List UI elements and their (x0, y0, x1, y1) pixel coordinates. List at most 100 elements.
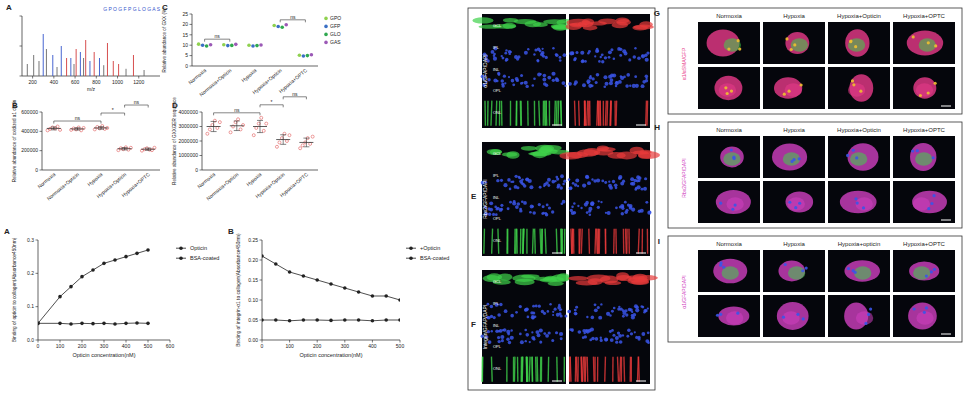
stain-signal (557, 186, 560, 189)
stain-signal (575, 357, 577, 382)
stain-signal (537, 47, 541, 51)
replicate-dot (265, 122, 268, 125)
stain-signal (558, 312, 561, 315)
stain-signal (617, 47, 621, 51)
x-axis (202, 170, 318, 171)
y-tick (190, 34, 193, 35)
stain-signal (862, 206, 865, 209)
data-point (146, 322, 150, 326)
stain-signal (499, 329, 503, 333)
stain-signal (600, 303, 602, 305)
stain-signal (500, 179, 503, 182)
comparison-bracket (280, 20, 305, 23)
stain-signal (514, 175, 517, 178)
panel-letter: I (658, 237, 660, 246)
stain-signal (555, 176, 558, 179)
micrograph (482, 14, 566, 128)
stain-signal (574, 309, 577, 312)
stain-signal (788, 266, 805, 279)
y-tick (36, 340, 39, 341)
stain-signal (555, 54, 558, 57)
stain-signal (644, 309, 647, 312)
stain-signal (588, 229, 590, 254)
stain-signal (726, 92, 729, 95)
layer-label: IPL (493, 45, 500, 50)
stain-signal (599, 101, 601, 126)
legend-label: GPO (330, 15, 341, 21)
stain-signal (558, 304, 561, 307)
dot (222, 43, 226, 47)
stain-signal (526, 357, 528, 382)
error-bar (280, 135, 286, 145)
peak (70, 58, 71, 76)
stain-signal (524, 51, 528, 55)
stain-signal (784, 263, 787, 266)
comparison-bracket (214, 113, 260, 116)
stain-signal (601, 60, 604, 63)
y-tick-label: 15 (182, 32, 188, 38)
stain-signal (785, 192, 813, 213)
stain-signal (527, 48, 529, 50)
stain-signal (626, 73, 630, 77)
x-label: Opticin concentration(nM) (300, 352, 363, 358)
stain-signal (484, 101, 486, 126)
stain-signal (544, 101, 546, 126)
stain-signal (575, 178, 579, 182)
panel-letter: F (471, 320, 476, 329)
stain-signal (519, 305, 522, 308)
peak (83, 58, 84, 76)
stain-signal (517, 357, 519, 382)
micrograph (698, 295, 760, 337)
y-tick (200, 126, 203, 127)
dot (272, 24, 276, 28)
stain-signal (912, 35, 915, 38)
stain-signal (631, 315, 635, 319)
stain-signal (549, 303, 551, 305)
stain-signal (521, 146, 537, 151)
stain-signal (852, 149, 855, 152)
stain-signal (554, 101, 556, 126)
stain-signal (542, 48, 544, 50)
dot (280, 26, 284, 30)
stain-signal (621, 212, 624, 215)
stain-signal (627, 278, 649, 285)
data-point (384, 294, 388, 298)
stain-signal (788, 197, 805, 210)
stain-signal (719, 83, 736, 96)
dot-plot-panel: 0200000400000600000NormoxiaNormoxia+Opti… (12, 99, 160, 202)
stain-signal (569, 357, 571, 382)
stain-signal (913, 266, 930, 279)
replicate-dot (208, 128, 211, 131)
layer-label: GCL (493, 279, 502, 284)
layer-label: ONL (493, 238, 502, 243)
stain-signal (909, 262, 939, 281)
stain-signal (798, 157, 801, 160)
stain-signal (600, 339, 603, 342)
peak (89, 61, 90, 76)
stain-signal (726, 197, 743, 210)
stain-signal (524, 308, 527, 311)
stain-signal (497, 340, 500, 343)
stain-signal (508, 76, 510, 78)
stain-signal (615, 85, 618, 88)
stain-signal (527, 357, 529, 382)
stain-signal (633, 55, 636, 58)
stain-signal (615, 206, 618, 209)
layer-label: GCL (493, 151, 502, 156)
micrograph (569, 270, 650, 384)
stain-signal (520, 357, 522, 382)
stain-signal (854, 197, 857, 200)
stain-signal (542, 212, 545, 215)
category-label: Normoxia+Opticin (198, 67, 233, 97)
stain-signal (774, 77, 802, 99)
mean-line (141, 149, 155, 150)
stain-signal (931, 156, 934, 159)
stain-signal (509, 188, 512, 191)
stain-signal (637, 57, 641, 61)
stain-signal (777, 302, 809, 330)
stain-signal (501, 79, 504, 82)
stain-signal (568, 276, 588, 281)
stain-signal (510, 314, 514, 318)
stain-signal (845, 29, 869, 56)
stain-signal (846, 154, 849, 157)
